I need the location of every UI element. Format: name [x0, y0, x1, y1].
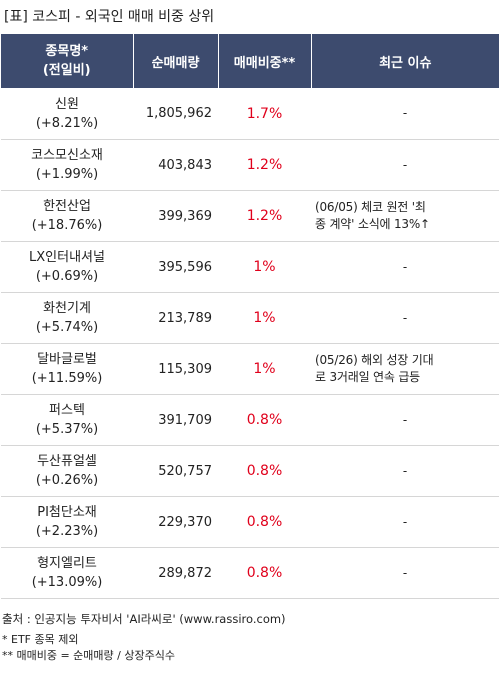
stock-change: (+1.99%) [35, 167, 99, 182]
recent-issue: - [311, 547, 499, 599]
recent-issue-line1: - [402, 157, 408, 172]
stock-change: (+0.69%) [35, 269, 99, 284]
trade-ratio: 0.8% [218, 547, 311, 599]
recent-issue-line1: (05/26) 해외 성장 기대 [315, 353, 434, 367]
net-volume: 520,757 [133, 445, 218, 497]
table-row: PI첨단소재 (+2.23%) 229,370 0.8% - [1, 496, 499, 548]
stock-change: (+8.21%) [35, 115, 99, 131]
stock-name-cell: LX인터내셔널 (+0.69%) [1, 241, 133, 293]
recent-issue-line1: - [402, 412, 408, 427]
trade-ratio: 1.2% [218, 139, 311, 191]
trade-ratio: 0.8% [218, 445, 311, 497]
stock-name-cell: PI첨단소재 (+2.23%) [1, 496, 133, 548]
foreign-trading-table: 종목명* (전일비) 순매매량 매매비중** 최근 이슈 신원 (+8.21%) 1… [1, 34, 499, 599]
stock-name-cell: 달바글로벌 (+11.59%) [1, 343, 133, 395]
stock-change: (+2.23%) [35, 524, 99, 539]
stock-name: 형지엘리트 [37, 556, 97, 571]
recent-issue-line1: - [402, 565, 408, 580]
stock-name-cell: 코스모신소재 (+1.99%) [1, 139, 133, 191]
trade-ratio: 1.2% [218, 190, 311, 242]
stock-name: 코스모신소재 [31, 148, 103, 163]
recent-issue-line1: - [402, 514, 408, 529]
trade-ratio: 1.7% [218, 88, 311, 140]
table-row: 달바글로벌 (+11.59%) 115,309 1% (05/26) 해외 성장 기대 로… [1, 343, 499, 395]
header-name-line2: (전일비) [42, 63, 91, 78]
trade-ratio: 1% [218, 292, 311, 344]
ratio-definition-note: ** 매매비중 = 순매매량 / 상장주식수 [2, 649, 175, 662]
net-volume: 395,596 [133, 241, 218, 293]
recent-issue-line1: (06/05) 체코 원전 '최 [315, 200, 426, 214]
trade-ratio: 1% [218, 343, 311, 395]
table-body: 신원 (+8.21%) 1,805,962 1.7% - 코스모신소재 (+1.99%) 40… [1, 88, 499, 599]
stock-name-cell: 신원 (+8.21%) [1, 88, 133, 140]
stock-change: (+18.76%) [31, 218, 103, 233]
net-volume: 1,805,962 [133, 88, 218, 140]
net-volume: 391,709 [133, 394, 218, 446]
recent-issue-line1: - [402, 310, 408, 325]
stock-change: (+5.74%) [35, 320, 99, 335]
table-row: 코스모신소재 (+1.99%) 403,843 1.2% - [1, 139, 499, 191]
etf-note: * ETF 종목 제외 [2, 633, 79, 646]
recent-issue: - [311, 496, 499, 548]
header-name: 종목명* (전일비) [1, 34, 133, 88]
stock-name: 신원 [55, 96, 79, 112]
header-issue: 최근 이슈 [310, 34, 499, 88]
recent-issue-line2: 로 3거래일 연속 급등 [315, 370, 420, 384]
trade-ratio: 0.8% [218, 394, 311, 446]
header-row: 종목명* (전일비) 순매매량 매매비중** 최근 이슈 [1, 34, 499, 88]
stock-name-cell: 두산퓨얼셀 (+0.26%) [1, 445, 133, 497]
recent-issue: - [311, 394, 499, 446]
header-ratio: 매매비중** [217, 34, 311, 88]
net-volume: 213,789 [133, 292, 218, 344]
net-volume: 399,369 [133, 190, 218, 242]
footer: 출처 : 인공지능 투자비서 'AI라씨로' (www.rassiro.com)… [2, 610, 286, 664]
header-volume: 순매매량 [132, 34, 218, 88]
net-volume: 229,370 [133, 496, 218, 548]
table-row: 형지엘리트 (+13.09%) 289,872 0.8% - [1, 547, 499, 599]
stock-change: (+5.37%) [35, 422, 99, 437]
stock-name: 달바글로벌 [37, 352, 97, 367]
recent-issue: - [311, 241, 499, 293]
recent-issue-line2: 종 계약' 소식에 13%↑ [315, 217, 430, 231]
recent-issue: - [311, 139, 499, 191]
stock-name: LX인터내셔널 [29, 250, 105, 265]
net-volume: 289,872 [133, 547, 218, 599]
header-name-line1: 종목명* [45, 44, 89, 59]
source-note: 출처 : 인공지능 투자비서 'AI라씨로' (www.rassiro.com) [2, 612, 286, 626]
stock-name: 퍼스텍 [49, 403, 85, 418]
stock-name-cell: 형지엘리트 (+13.09%) [1, 547, 133, 599]
table-row: 퍼스텍 (+5.37%) 391,709 0.8% - [1, 394, 499, 446]
stock-change: (+13.09%) [31, 575, 103, 590]
stock-name-cell: 한전산업 (+18.76%) [1, 190, 133, 242]
table-row: 두산퓨얼셀 (+0.26%) 520,757 0.8% - [1, 445, 499, 497]
recent-issue: - [311, 88, 499, 140]
trade-ratio: 1% [218, 241, 311, 293]
table-title: [표] 코스피 - 외국인 매매 비중 상위 [4, 9, 215, 25]
stock-change: (+11.59%) [31, 371, 103, 386]
stock-name-cell: 화천기계 (+5.74%) [1, 292, 133, 344]
net-volume: 403,843 [133, 139, 218, 191]
recent-issue: - [311, 292, 499, 344]
recent-issue-line1: - [402, 106, 408, 120]
stock-name: 한전산업 [43, 199, 91, 214]
table-row: 신원 (+8.21%) 1,805,962 1.7% - [1, 88, 499, 140]
table-row: 화천기계 (+5.74%) 213,789 1% - [1, 292, 499, 344]
table-row: LX인터내셔널 (+0.69%) 395,596 1% - [1, 241, 499, 293]
trade-ratio: 0.8% [218, 496, 311, 548]
net-volume: 115,309 [133, 343, 218, 395]
recent-issue-line1: - [402, 463, 408, 478]
recent-issue-line1: - [402, 259, 408, 274]
stock-name: 두산퓨얼셀 [37, 454, 97, 469]
stock-name: PI첨단소재 [37, 505, 97, 520]
stock-name-cell: 퍼스텍 (+5.37%) [1, 394, 133, 446]
table-row: 한전산업 (+18.76%) 399,369 1.2% (06/05) 체코 원전 '최… [1, 190, 499, 242]
stock-name: 화천기계 [43, 301, 91, 316]
stock-change: (+0.26%) [35, 473, 99, 488]
recent-issue: - [311, 445, 499, 497]
